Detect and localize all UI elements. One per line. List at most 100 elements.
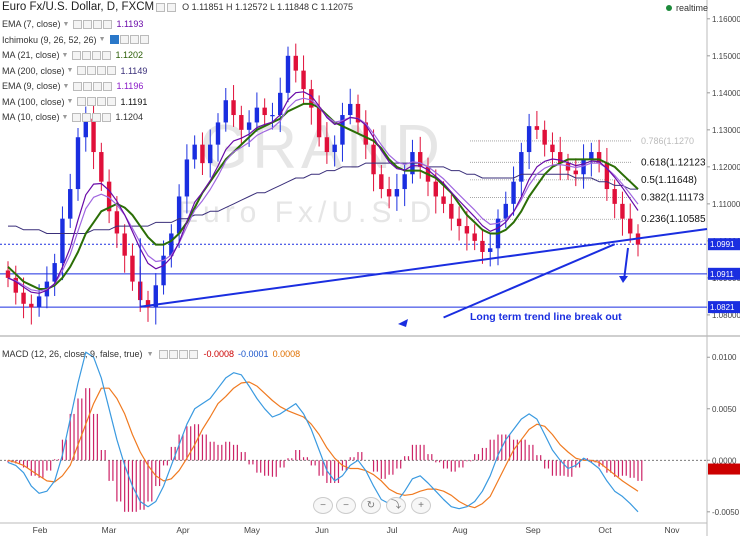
candle-body <box>13 277 18 293</box>
candle-body <box>519 152 524 182</box>
chart-title-bar: Euro Fx/U.S. Dollar, D, FXCM O 1.11851 H… <box>2 1 353 13</box>
more-button[interactable] <box>97 66 107 75</box>
macd-more-button[interactable] <box>178 349 188 359</box>
settings-button[interactable] <box>82 112 92 122</box>
more-button[interactable] <box>92 50 102 60</box>
macd-tick-label: -0.0050 <box>712 508 740 517</box>
candle-body <box>91 118 96 153</box>
eye-button[interactable] <box>77 97 87 106</box>
more-button[interactable] <box>93 81 103 91</box>
candle-body <box>309 89 314 108</box>
chevron-down-icon[interactable]: ▼ <box>61 51 69 59</box>
candle-body <box>169 233 174 256</box>
month-label-jun: Jun <box>315 525 329 535</box>
symbol-title: Euro Fx/U.S. Dollar, D, FXCM <box>2 1 155 13</box>
indicator-row[interactable]: MA (21, close) ▼ 1.1202 <box>2 48 143 62</box>
settings-button[interactable] <box>83 81 93 91</box>
indicator-value: 1.1196 <box>116 81 144 91</box>
macd-value: -0.0001 <box>238 349 269 359</box>
close-button[interactable] <box>107 66 117 75</box>
candle-body <box>441 196 446 204</box>
macd-close-button[interactable] <box>188 349 198 359</box>
eye-button[interactable] <box>72 50 82 60</box>
macd-eye-button[interactable] <box>158 349 168 359</box>
candle-body <box>301 70 306 90</box>
indicator-row[interactable]: MA (10, close) ▼ 1.1204 <box>2 110 143 124</box>
eye-button[interactable] <box>109 35 119 44</box>
zoom-out-icon[interactable]: − <box>313 497 333 514</box>
close-button[interactable] <box>107 97 117 106</box>
macd-line <box>7 351 639 513</box>
reset-icon[interactable]: ↻ <box>361 497 381 514</box>
price-tick-label: 1.15000 <box>712 52 740 61</box>
indicator-value: 1.1193 <box>116 19 144 29</box>
settings-button[interactable] <box>82 50 92 60</box>
breakout-arrow <box>623 247 629 281</box>
plus-icon[interactable]: + <box>411 497 431 514</box>
price-tick-label: 1.12000 <box>712 163 740 172</box>
eye-button[interactable] <box>72 112 82 122</box>
candle-body <box>503 203 508 219</box>
more-button[interactable] <box>97 97 107 106</box>
macd-signal-line <box>7 381 639 509</box>
macd-value: 0.0008 <box>272 349 301 359</box>
close-button[interactable] <box>103 81 113 91</box>
arrowhead-icon <box>398 319 408 327</box>
more-button[interactable] <box>93 19 103 29</box>
candle-body <box>270 115 275 117</box>
indicator-row[interactable]: MA (200, close) ▼ 1.1149 <box>2 64 147 78</box>
eye-button[interactable] <box>77 66 87 75</box>
indicator-name: MA (200, close) <box>2 65 65 76</box>
settings-button[interactable] <box>119 35 129 44</box>
month-label-jul: Jul <box>387 525 398 535</box>
chevron-down-icon[interactable]: ▼ <box>61 113 69 121</box>
settings-button[interactable] <box>87 66 97 75</box>
macd-settings-button[interactable] <box>168 349 178 359</box>
candle-body <box>340 115 345 145</box>
chevron-down-icon[interactable]: ▼ <box>62 20 70 28</box>
candle-body <box>153 285 158 308</box>
price-level-label: 1.0911 <box>710 270 734 279</box>
eye-button[interactable] <box>73 19 83 29</box>
indicator-row[interactable]: Ichimoku (9, 26, 52, 26) ▼ <box>2 33 153 47</box>
chevron-down-icon[interactable]: ▼ <box>66 67 74 74</box>
settings-button[interactable] <box>87 97 97 106</box>
close-button[interactable] <box>102 50 112 60</box>
month-label-mar: Mar <box>102 525 117 535</box>
candle-body <box>161 255 166 286</box>
candle-body <box>114 211 120 234</box>
candle-body <box>278 92 283 116</box>
chevron-down-icon[interactable]: ▼ <box>62 82 70 90</box>
indicator-row[interactable]: EMA (7, close) ▼ 1.1193 <box>2 17 143 31</box>
month-label-feb: Feb <box>33 525 48 535</box>
settings-button[interactable] <box>167 2 177 12</box>
indicator-name: EMA (9, close) <box>2 81 61 91</box>
candle-body <box>526 126 532 153</box>
eye-button[interactable] <box>73 81 83 91</box>
more-button[interactable] <box>129 35 139 44</box>
more-button[interactable] <box>92 112 102 122</box>
candle-body <box>106 181 112 212</box>
chevron-down-icon[interactable]: ▼ <box>98 36 106 43</box>
eye-toggle-button[interactable] <box>156 2 166 12</box>
settings-button[interactable] <box>83 19 93 29</box>
chevron-down-icon[interactable]: ▼ <box>66 98 74 105</box>
close-button[interactable] <box>103 19 113 29</box>
close-button[interactable] <box>102 112 112 122</box>
breakout-arrowhead-icon <box>619 276 628 283</box>
candle-body <box>239 115 244 130</box>
fib-level-label: 0.786(1.1270 <box>641 136 694 146</box>
indicator-row[interactable]: MA (100, close) ▼ 1.1191 <box>2 95 147 109</box>
fib-level-label: 0.5(1.11648) <box>641 175 697 186</box>
candle-body <box>534 126 540 130</box>
scroll-icon[interactable]: ⤵ <box>386 497 406 514</box>
close-button[interactable] <box>139 35 149 44</box>
indicator-row[interactable]: EMA (9, close) ▼ 1.1196 <box>2 79 143 93</box>
minus-icon[interactable]: − <box>336 497 356 514</box>
price-tick-label: 1.16000 <box>712 15 740 24</box>
candle-body <box>36 296 42 308</box>
indicator-value: 1.1202 <box>115 50 143 60</box>
fib-level-label: 0.618(1.12123 <box>641 157 706 168</box>
